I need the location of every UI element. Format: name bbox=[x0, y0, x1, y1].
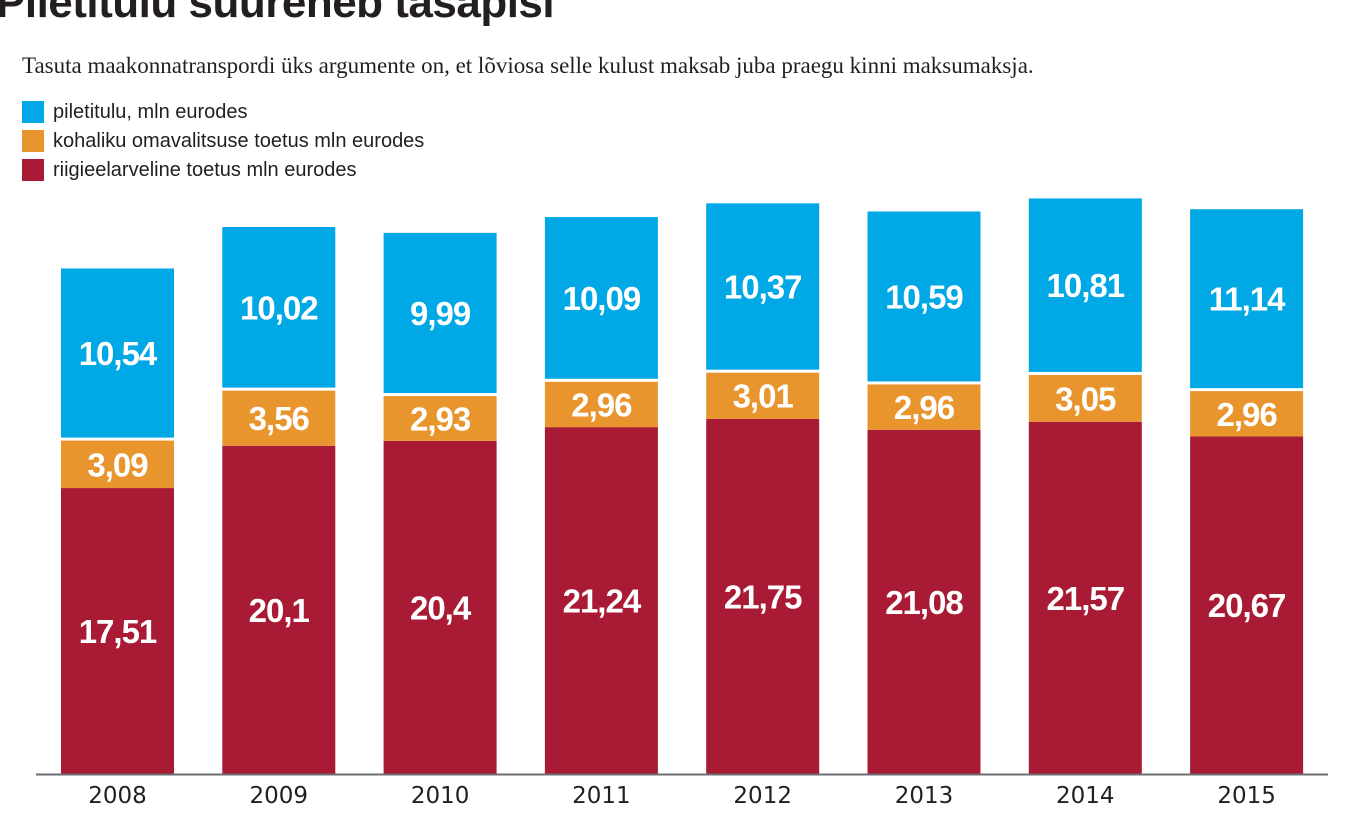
x-tick-label-2015: 2015 bbox=[1217, 783, 1276, 809]
bar-piletitulu-mln-eurodes-2012 bbox=[706, 203, 820, 370]
bar-kohaliku-omavalitsuse-toetus-mln-eurodes-2011 bbox=[544, 381, 658, 428]
legend-label: kohaliku omavalitsuse toetus mln eurodes bbox=[53, 130, 425, 152]
x-tick-label-2012: 2012 bbox=[733, 783, 792, 809]
bar-piletitulu-mln-eurodes-2010 bbox=[383, 232, 497, 394]
bar-kohaliku-omavalitsuse-toetus-mln-eurodes-2008 bbox=[61, 440, 174, 489]
data-label-piletitulu-mln-eurodes-2008: 10,54 bbox=[79, 335, 158, 372]
bar-piletitulu-mln-eurodes-2014 bbox=[1028, 198, 1142, 372]
legend-label: riigieelarveline toetus mln eurodes bbox=[53, 159, 357, 181]
data-label-kohaliku-omavalitsuse-toetus-mln-eurodes-2011: 2,96 bbox=[571, 386, 632, 423]
bar-riigieelarveline-toetus-mln-eurodes-2015 bbox=[1190, 436, 1304, 774]
data-label-piletitulu-mln-eurodes-2010: 9,99 bbox=[410, 295, 471, 332]
data-label-piletitulu-mln-eurodes-2011: 10,09 bbox=[563, 280, 641, 317]
bar-kohaliku-omavalitsuse-toetus-mln-eurodes-2014 bbox=[1028, 374, 1142, 422]
legend-swatch bbox=[22, 159, 44, 181]
bar-riigieelarveline-toetus-mln-eurodes-2009 bbox=[222, 445, 336, 774]
x-tick-label-2013: 2013 bbox=[895, 783, 954, 809]
data-label-kohaliku-omavalitsuse-toetus-mln-eurodes-2009: 3,56 bbox=[249, 400, 310, 437]
data-label-piletitulu-mln-eurodes-2013: 10,59 bbox=[885, 278, 963, 315]
x-tick-label-2011: 2011 bbox=[572, 783, 631, 809]
legend-swatch bbox=[22, 101, 44, 123]
x-tick-label-2009: 2009 bbox=[250, 783, 309, 809]
data-label-kohaliku-omavalitsuse-toetus-mln-eurodes-2010: 2,93 bbox=[410, 400, 471, 437]
legend-label: piletitulu, mln eurodes bbox=[53, 101, 248, 123]
x-tick-label-2014: 2014 bbox=[1056, 783, 1115, 809]
bar-kohaliku-omavalitsuse-toetus-mln-eurodes-2010 bbox=[383, 396, 497, 441]
data-label-piletitulu-mln-eurodes-2012: 10,37 bbox=[724, 268, 802, 305]
data-label-piletitulu-mln-eurodes-2015: 11,14 bbox=[1209, 281, 1286, 318]
bar-kohaliku-omavalitsuse-toetus-mln-eurodes-2015 bbox=[1190, 391, 1304, 437]
x-tick-label-2010: 2010 bbox=[411, 783, 470, 809]
data-label-riigieelarveline-toetus-mln-eurodes-2014: 21,57 bbox=[1047, 580, 1125, 617]
bar-piletitulu-mln-eurodes-2009 bbox=[222, 227, 336, 388]
data-label-riigieelarveline-toetus-mln-eurodes-2011: 21,24 bbox=[563, 583, 642, 620]
bar-riigieelarveline-toetus-mln-eurodes-2010 bbox=[383, 440, 497, 774]
chart-subtitle: Tasuta maakonnatranspordi üks argumente … bbox=[22, 53, 1034, 78]
data-label-kohaliku-omavalitsuse-toetus-mln-eurodes-2012: 3,01 bbox=[733, 378, 794, 415]
bar-kohaliku-omavalitsuse-toetus-mln-eurodes-2009 bbox=[222, 390, 336, 446]
bar-piletitulu-mln-eurodes-2011 bbox=[544, 217, 658, 379]
bar-kohaliku-omavalitsuse-toetus-mln-eurodes-2012 bbox=[706, 372, 820, 419]
data-label-riigieelarveline-toetus-mln-eurodes-2013: 21,08 bbox=[885, 584, 963, 621]
data-label-kohaliku-omavalitsuse-toetus-mln-eurodes-2014: 3,05 bbox=[1055, 380, 1116, 417]
data-label-riigieelarveline-toetus-mln-eurodes-2009: 20,1 bbox=[249, 592, 310, 629]
data-label-piletitulu-mln-eurodes-2014: 10,81 bbox=[1047, 267, 1125, 304]
bar-riigieelarveline-toetus-mln-eurodes-2014 bbox=[1028, 421, 1142, 774]
data-label-kohaliku-omavalitsuse-toetus-mln-eurodes-2008: 3,09 bbox=[87, 446, 148, 483]
data-label-kohaliku-omavalitsuse-toetus-mln-eurodes-2015: 2,96 bbox=[1216, 396, 1277, 433]
chart-title: Piletitulu suureneb tasapisi bbox=[0, 0, 555, 27]
bar-kohaliku-omavalitsuse-toetus-mln-eurodes-2013 bbox=[867, 384, 981, 430]
bar-piletitulu-mln-eurodes-2008 bbox=[61, 268, 174, 438]
data-label-kohaliku-omavalitsuse-toetus-mln-eurodes-2013: 2,96 bbox=[894, 389, 955, 426]
data-label-riigieelarveline-toetus-mln-eurodes-2012: 21,75 bbox=[724, 578, 802, 615]
data-label-riigieelarveline-toetus-mln-eurodes-2010: 20,4 bbox=[410, 589, 472, 626]
bar-piletitulu-mln-eurodes-2015 bbox=[1190, 209, 1304, 389]
data-label-riigieelarveline-toetus-mln-eurodes-2015: 20,67 bbox=[1208, 587, 1286, 624]
bar-riigieelarveline-toetus-mln-eurodes-2012 bbox=[706, 418, 820, 774]
bar-riigieelarveline-toetus-mln-eurodes-2013 bbox=[867, 429, 981, 774]
data-label-riigieelarveline-toetus-mln-eurodes-2008: 17,51 bbox=[79, 613, 157, 650]
x-tick-label-2008: 2008 bbox=[88, 783, 147, 809]
bar-piletitulu-mln-eurodes-2013 bbox=[867, 211, 981, 382]
data-label-piletitulu-mln-eurodes-2009: 10,02 bbox=[240, 289, 318, 326]
legend-swatch bbox=[22, 130, 44, 152]
bar-riigieelarveline-toetus-mln-eurodes-2008 bbox=[61, 488, 174, 774]
bar-riigieelarveline-toetus-mln-eurodes-2011 bbox=[544, 427, 658, 774]
